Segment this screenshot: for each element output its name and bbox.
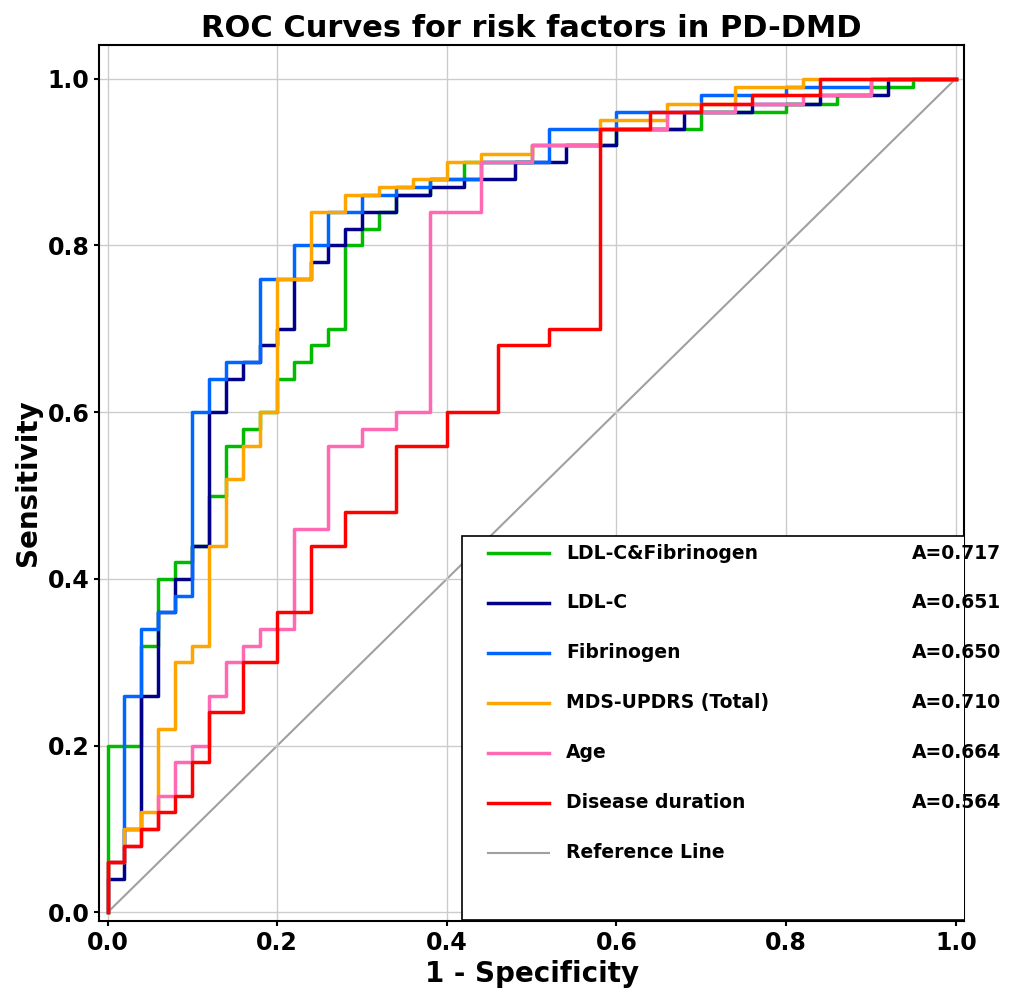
Text: MDS-UPDRS (Total): MDS-UPDRS (Total) [566,693,768,712]
X-axis label: 1 - Specificity: 1 - Specificity [424,960,638,988]
Text: Age: Age [566,743,606,763]
Text: A=0.564: A=0.564 [911,794,1001,813]
Text: Fibrinogen: Fibrinogen [566,643,680,662]
Text: LDL-C&Fibrinogen: LDL-C&Fibrinogen [566,543,757,562]
Text: A=0.651: A=0.651 [911,593,1001,612]
Text: Reference Line: Reference Line [566,843,725,862]
Text: A=0.717: A=0.717 [911,543,1001,562]
Text: Disease duration: Disease duration [566,794,745,813]
Text: A=0.710: A=0.710 [911,693,1001,712]
FancyBboxPatch shape [462,535,980,920]
Text: A=0.650: A=0.650 [911,643,1001,662]
Text: A=0.664: A=0.664 [911,743,1001,763]
Text: LDL-C: LDL-C [566,593,627,612]
Y-axis label: Sensitivity: Sensitivity [14,400,42,566]
Title: ROC Curves for risk factors in PD-DMD: ROC Curves for risk factors in PD-DMD [201,14,861,43]
